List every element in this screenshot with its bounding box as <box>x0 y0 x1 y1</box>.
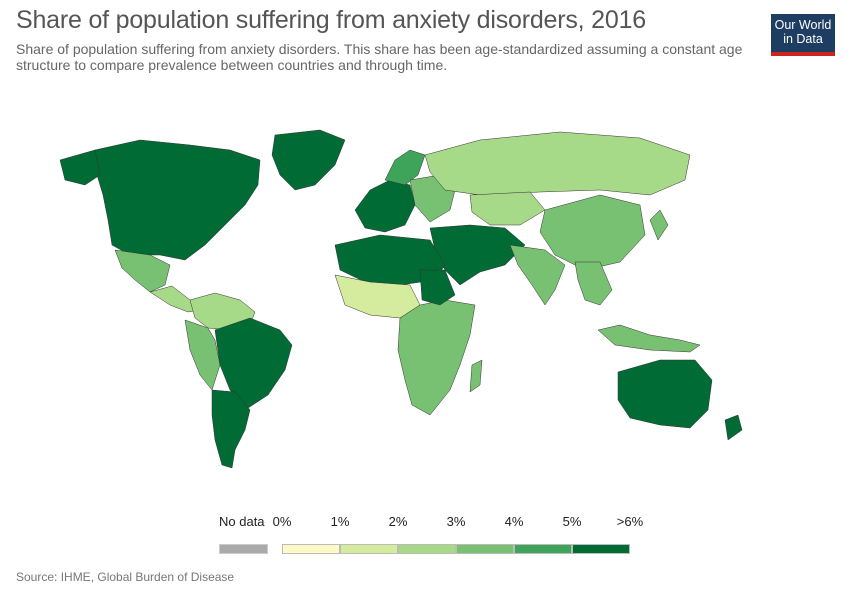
legend-swatch <box>398 544 456 554</box>
legend-swatch <box>456 544 514 554</box>
map-region[interactable] <box>271 129 346 191</box>
legend-tick-label: >6% <box>616 514 644 529</box>
map-region[interactable] <box>214 317 293 411</box>
map-region[interactable] <box>211 389 251 469</box>
map-region[interactable] <box>539 194 646 271</box>
map-region[interactable] <box>617 359 713 429</box>
legend-swatch <box>572 544 630 554</box>
map-region[interactable] <box>397 299 476 416</box>
legend-swatch <box>514 544 572 554</box>
map-region[interactable] <box>114 249 171 293</box>
chart-subtitle: Share of population suffering from anxie… <box>16 41 743 73</box>
chart-title: Share of population suffering from anxie… <box>16 6 646 34</box>
legend-tick-label: 0% <box>272 514 292 529</box>
logo-line-1: Our World <box>774 18 832 32</box>
map-region[interactable] <box>469 191 546 226</box>
logo-line-2: in Data <box>783 32 823 46</box>
map-region[interactable] <box>354 179 416 233</box>
map-region[interactable] <box>574 261 613 306</box>
map-region[interactable] <box>724 414 743 441</box>
map-region[interactable] <box>424 131 691 196</box>
map-region[interactable] <box>59 149 101 186</box>
map-region[interactable] <box>184 319 221 391</box>
map-region[interactable] <box>649 209 669 241</box>
map-region[interactable] <box>509 244 566 306</box>
legend-swatch <box>340 544 398 554</box>
map-region[interactable] <box>419 269 456 306</box>
map-region[interactable] <box>94 139 261 261</box>
legend-no-data-label: No data <box>219 514 265 529</box>
legend-swatch <box>282 544 340 554</box>
legend-tick-label: 1% <box>330 514 350 529</box>
legend-tick-label: 3% <box>446 514 466 529</box>
source-note: Source: IHME, Global Burden of Disease <box>16 570 235 584</box>
legend-no-data-swatch <box>219 544 268 554</box>
map-region[interactable] <box>597 324 701 353</box>
owid-logo[interactable]: Our World in Data <box>771 14 835 56</box>
map-region[interactable] <box>469 359 483 393</box>
legend-tick-label: 2% <box>388 514 408 529</box>
legend-tick-label: 4% <box>504 514 524 529</box>
legend-tick-label: 5% <box>562 514 582 529</box>
